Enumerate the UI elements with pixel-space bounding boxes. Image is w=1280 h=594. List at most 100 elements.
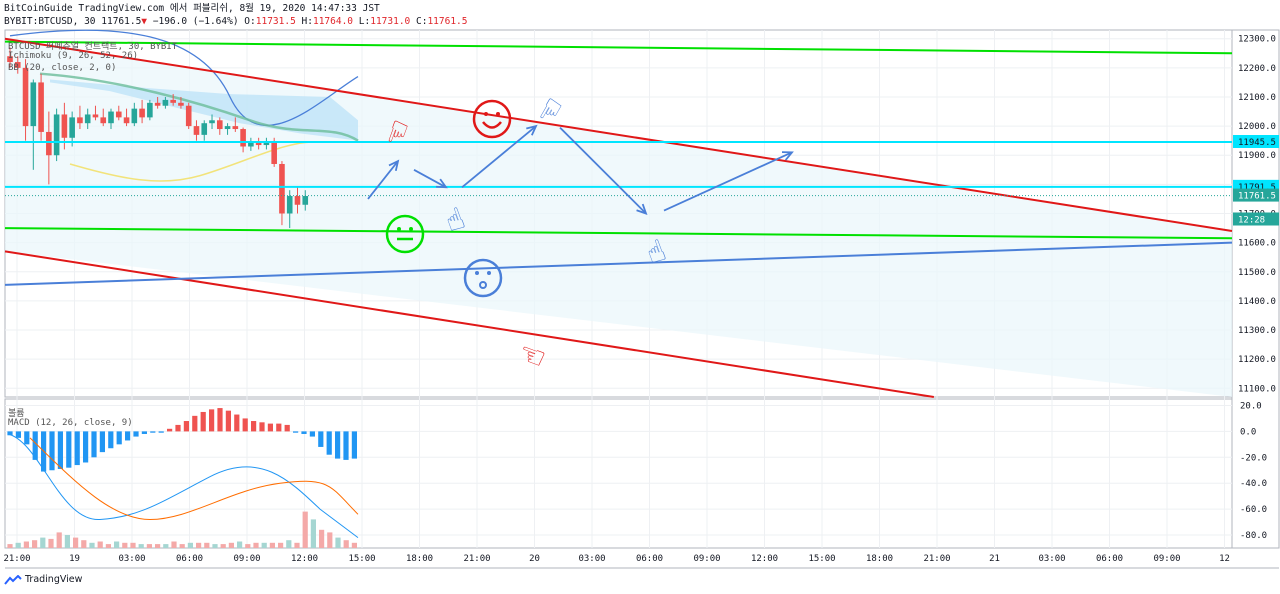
macd-histogram-bar xyxy=(116,431,122,445)
volume-bar xyxy=(163,544,169,548)
y-tick-label: 12000.0 xyxy=(1238,122,1276,132)
x-tick-label: 20 xyxy=(529,554,540,564)
macd-histogram-bar xyxy=(74,431,80,466)
ichimoku-cloud xyxy=(50,79,358,141)
volume-bar xyxy=(327,532,333,548)
annotation-arrow xyxy=(559,126,647,215)
macd-y-tick-label: -80.0 xyxy=(1240,531,1267,541)
candle-body xyxy=(100,117,107,124)
macd-histogram-bar xyxy=(200,411,206,432)
candle-body xyxy=(92,114,99,118)
volume-bar xyxy=(212,544,218,548)
annotation-arrowhead xyxy=(435,178,448,189)
macd-y-tick-label: -20.0 xyxy=(1240,453,1267,463)
macd-histogram-bar xyxy=(343,431,349,460)
volume-bar xyxy=(130,542,136,548)
macd-histogram-bar xyxy=(217,408,223,432)
volume-bar xyxy=(73,537,79,548)
y-tick-label: 11400.0 xyxy=(1238,297,1276,307)
candle-body xyxy=(232,126,239,130)
candle-body xyxy=(139,108,145,118)
worried-face-icon-eye xyxy=(475,271,479,275)
legend-bb[interactable]: BB (20, close, 2, 0) xyxy=(8,63,117,73)
x-tick-label: 03:00 xyxy=(1038,554,1065,564)
x-tick-label: 18:00 xyxy=(406,554,433,564)
volume-bar xyxy=(278,542,284,548)
volume-bar xyxy=(48,538,54,548)
x-tick-label: 21:00 xyxy=(923,554,950,564)
macd-histogram-bar xyxy=(91,431,97,458)
candle-body xyxy=(38,82,44,132)
macd-histogram-bar xyxy=(267,423,273,432)
price-axis xyxy=(1231,29,1280,549)
volume-bar xyxy=(310,519,316,548)
x-tick-label: 12 xyxy=(1219,554,1230,564)
candle-body xyxy=(302,196,309,205)
candle-body xyxy=(263,142,270,146)
x-tick-label: 03:00 xyxy=(578,554,605,564)
legend-macd[interactable]: MACD (12, 26, close, 9) xyxy=(8,418,133,428)
legend-main[interactable]: BTCUSD 퍼페츄얼 컨트랙트, 30, BYBIT xyxy=(8,42,178,52)
high-value: 11764.0 xyxy=(312,16,354,27)
volume-bar xyxy=(351,542,357,548)
candle-body xyxy=(162,99,169,106)
volume-bar xyxy=(253,542,259,548)
macd-histogram-bar xyxy=(32,431,38,460)
volume-bar xyxy=(294,542,300,548)
candle-body xyxy=(271,142,277,164)
volume-bar xyxy=(204,542,210,548)
candle-body xyxy=(14,62,21,68)
macd-histogram-bar xyxy=(158,431,164,433)
volume-bar xyxy=(56,532,62,548)
candle-body xyxy=(178,102,184,106)
down-arrow-icon: ▼ xyxy=(141,16,148,27)
legend-ichimoku[interactable]: Ichimoku (9, 26, 52, 26) xyxy=(8,51,139,61)
annotation-arrowhead xyxy=(781,151,794,161)
candle-body xyxy=(30,82,37,127)
volume-bar xyxy=(114,541,120,548)
publish-info: BitCoinGuide TradingView.com 에서 퍼블리쉬, 8월… xyxy=(4,3,380,14)
macd-histogram-bar xyxy=(183,421,189,432)
worried-face-icon-mouth xyxy=(479,281,487,289)
price-change: −196.0 (−1.64%) xyxy=(152,16,239,27)
bb-upper-line xyxy=(9,29,359,127)
x-tick-label: 21:00 xyxy=(3,554,30,564)
price-label: 11945.5 xyxy=(1238,138,1276,148)
x-tick-label: 09:00 xyxy=(693,554,720,564)
candle-body xyxy=(185,105,192,127)
candle-body xyxy=(46,131,52,156)
macd-histogram-bar xyxy=(175,424,181,432)
macd-histogram-bar xyxy=(108,431,114,449)
macd-histogram-bar xyxy=(24,431,30,445)
happy-face-icon-eye xyxy=(484,112,488,116)
volume-bar xyxy=(228,542,234,548)
x-tick-label: 19 xyxy=(69,554,80,564)
tradingview-logo-icon xyxy=(4,574,22,585)
volume-bar xyxy=(146,544,152,548)
candle-body xyxy=(193,126,200,135)
x-tick-label: 21 xyxy=(989,554,1000,564)
macd-histogram-bar xyxy=(167,428,173,432)
macd-histogram-bar xyxy=(309,431,315,437)
price-label-bg xyxy=(1233,188,1279,202)
macd-histogram-bar xyxy=(99,431,105,453)
symbol[interactable]: BYBIT:BTCUSD, 30 xyxy=(4,16,96,27)
annotation-arrowhead xyxy=(388,159,400,172)
trend-line-red xyxy=(4,250,934,398)
candle-body xyxy=(209,120,215,124)
brand-name: TradingView xyxy=(25,574,83,585)
volume-bar xyxy=(7,544,13,548)
x-tick-label: 15:00 xyxy=(808,554,835,564)
y-tick-label: 11300.0 xyxy=(1238,326,1276,336)
candle-body xyxy=(84,114,91,124)
legend-volume[interactable]: 볼륨 xyxy=(8,409,25,419)
macd-histogram-bar xyxy=(49,431,55,471)
x-tick-label: 12:00 xyxy=(751,554,778,564)
tradingview-logo[interactable]: TradingView xyxy=(4,574,82,585)
bb-lower-line xyxy=(69,141,311,182)
price-label: 12:28 xyxy=(1238,216,1265,226)
volume-bar xyxy=(237,541,243,548)
trend-line-green xyxy=(4,40,1233,55)
candle-body xyxy=(286,196,293,214)
